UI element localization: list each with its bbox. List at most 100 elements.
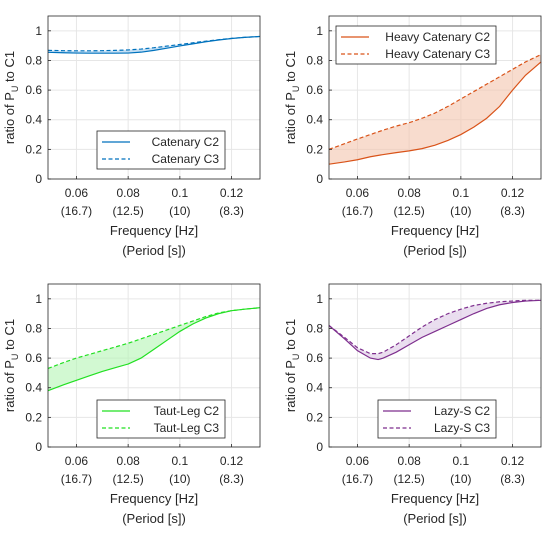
x-axis-label: Frequency [Hz]	[110, 223, 198, 238]
x-tick-label: 0.1	[453, 454, 470, 468]
x-tick-sublabel: (16.7)	[342, 472, 373, 486]
y-tick-label: 0.6	[25, 83, 42, 97]
legend-entry-c3: Heavy Catenary C3	[385, 47, 490, 61]
shaded-band	[329, 54, 541, 165]
legend: Catenary C2 Catenary C3	[96, 130, 226, 170]
y-tick-label: 0.8	[25, 321, 42, 335]
legend: Lazy-S C2 Lazy-S C3	[377, 399, 497, 439]
x-axis-label: Frequency [Hz]	[391, 491, 479, 506]
y-tick-label: 1	[35, 292, 42, 306]
y-axis-label: ratio of PU to C1	[2, 51, 20, 144]
x-tick-sublabel: (12.5)	[393, 204, 424, 218]
y-tick-label: 0.4	[25, 113, 42, 127]
y-tick-label: 0	[316, 440, 323, 454]
y-tick-label: 0	[35, 172, 42, 186]
x-axis-sublabel: (Period [s])	[122, 511, 186, 526]
y-tick-label: 0	[35, 440, 42, 454]
x-tick-label: 0.1	[172, 186, 189, 200]
x-tick-sublabel: (10)	[450, 204, 471, 218]
y-axis-label-tail: to C1	[283, 319, 298, 354]
legend-box	[96, 399, 226, 439]
y-tick-label: 0.2	[306, 142, 323, 156]
x-tick-label: 0.12	[220, 454, 244, 468]
shaded-band	[329, 300, 541, 360]
y-tick-label: 0.6	[306, 351, 323, 365]
y-tick-label: 0.8	[306, 321, 323, 335]
y-axis-label-main: ratio of P	[2, 360, 17, 412]
y-tick-label: 0.2	[25, 410, 42, 424]
y-axis-label-subscript: U	[291, 86, 301, 93]
x-tick-label: 0.08	[116, 454, 140, 468]
x-tick-sublabel: (12.5)	[112, 472, 143, 486]
legend-entry-c2: Catenary C2	[152, 135, 220, 149]
x-tick-sublabel: (8.3)	[219, 472, 244, 486]
y-axis-label: ratio of PU to C1	[283, 51, 301, 144]
legend-box	[335, 25, 497, 65]
x-tick-label: 0.06	[65, 186, 89, 200]
legend-entry-c3: Taut-Leg C3	[154, 421, 220, 435]
y-tick-label: 0.2	[306, 410, 323, 424]
series-line-c2	[328, 61, 542, 165]
panel-3: 0 0.2 0.4 0.6 0.8 1 0.06 (16.7) 0.08 (12.5) 0.1 (10…	[2, 283, 261, 526]
legend-entry-c2: Lazy-S C2	[434, 404, 490, 418]
x-tick-sublabel: (8.3)	[500, 204, 525, 218]
x-tick-sublabel: (12.5)	[112, 204, 143, 218]
x-tick-label: 0.1	[172, 454, 189, 468]
y-axis-label-main: ratio of P	[283, 92, 298, 144]
panel-2: 0 0.2 0.4 0.6 0.8 1 0.06 (16.7) 0.08 (12.5) 0.1 (10…	[283, 15, 542, 258]
y-axis-label-main: ratio of P	[283, 360, 298, 412]
y-tick-label: 0.6	[306, 83, 323, 97]
x-tick-sublabel: (10)	[450, 472, 471, 486]
x-axis-label: Frequency [Hz]	[110, 491, 198, 506]
y-axis-label-subscript: U	[291, 354, 301, 361]
legend-entry-c3: Catenary C3	[152, 152, 220, 166]
legend-entry-c2: Taut-Leg C2	[154, 404, 220, 418]
y-tick-label: 0	[316, 172, 323, 186]
x-tick-label: 0.06	[65, 454, 89, 468]
x-tick-sublabel: (10)	[169, 472, 190, 486]
y-axis-label-subscript: U	[10, 86, 20, 93]
y-tick-label: 0.8	[306, 53, 323, 67]
legend-box	[96, 130, 226, 170]
series-line-c3	[328, 299, 541, 355]
panel-4: 0 0.2 0.4 0.6 0.8 1 0.06 (16.7) 0.08 (12.5) 0.1 (10…	[283, 283, 542, 526]
legend: Taut-Leg C2 Taut-Leg C3	[96, 399, 226, 439]
x-axis-label: Frequency [Hz]	[391, 223, 479, 238]
axes-box	[47, 283, 261, 448]
y-axis-label: ratio of PU to C1	[2, 319, 20, 412]
y-tick-label: 0.4	[25, 381, 42, 395]
x-tick-label: 0.12	[220, 186, 244, 200]
y-tick-label: 0.4	[306, 113, 323, 127]
y-axis-label-tail: to C1	[2, 51, 17, 86]
y-tick-label: 1	[316, 292, 323, 306]
y-tick-label: 0.8	[25, 53, 42, 67]
x-tick-sublabel: (10)	[169, 204, 190, 218]
axes-box	[328, 283, 542, 448]
legend-entry-c2: Heavy Catenary C2	[385, 30, 490, 44]
legend-box	[377, 399, 497, 439]
x-tick-label: 0.12	[501, 454, 525, 468]
axes-box	[47, 15, 261, 180]
x-axis-sublabel: (Period [s])	[403, 243, 467, 258]
y-axis-label-subscript: U	[10, 354, 20, 361]
x-tick-label: 0.08	[397, 186, 421, 200]
x-tick-sublabel: (16.7)	[61, 204, 92, 218]
y-tick-label: 0.6	[25, 351, 42, 365]
x-tick-sublabel: (8.3)	[219, 204, 244, 218]
y-tick-label: 0.2	[25, 142, 42, 156]
y-tick-label: 1	[316, 24, 323, 38]
x-tick-label: 0.06	[346, 186, 370, 200]
panel-1: 0 0.2 0.4 0.6 0.8 1 0.06 (16.7) 0.08 (12.5) 0.1 (10…	[2, 15, 261, 258]
x-tick-label: 0.08	[397, 454, 421, 468]
series-line-c3	[47, 35, 261, 52]
x-tick-label: 0.08	[116, 186, 140, 200]
x-tick-sublabel: (8.3)	[500, 472, 525, 486]
x-axis-sublabel: (Period [s])	[403, 511, 467, 526]
y-axis-label-main: ratio of P	[2, 92, 17, 144]
legend-entry-c3: Lazy-S C3	[434, 421, 490, 435]
y-axis-label-tail: to C1	[2, 319, 17, 354]
axes-box	[328, 15, 542, 180]
x-tick-label: 0.06	[346, 454, 370, 468]
